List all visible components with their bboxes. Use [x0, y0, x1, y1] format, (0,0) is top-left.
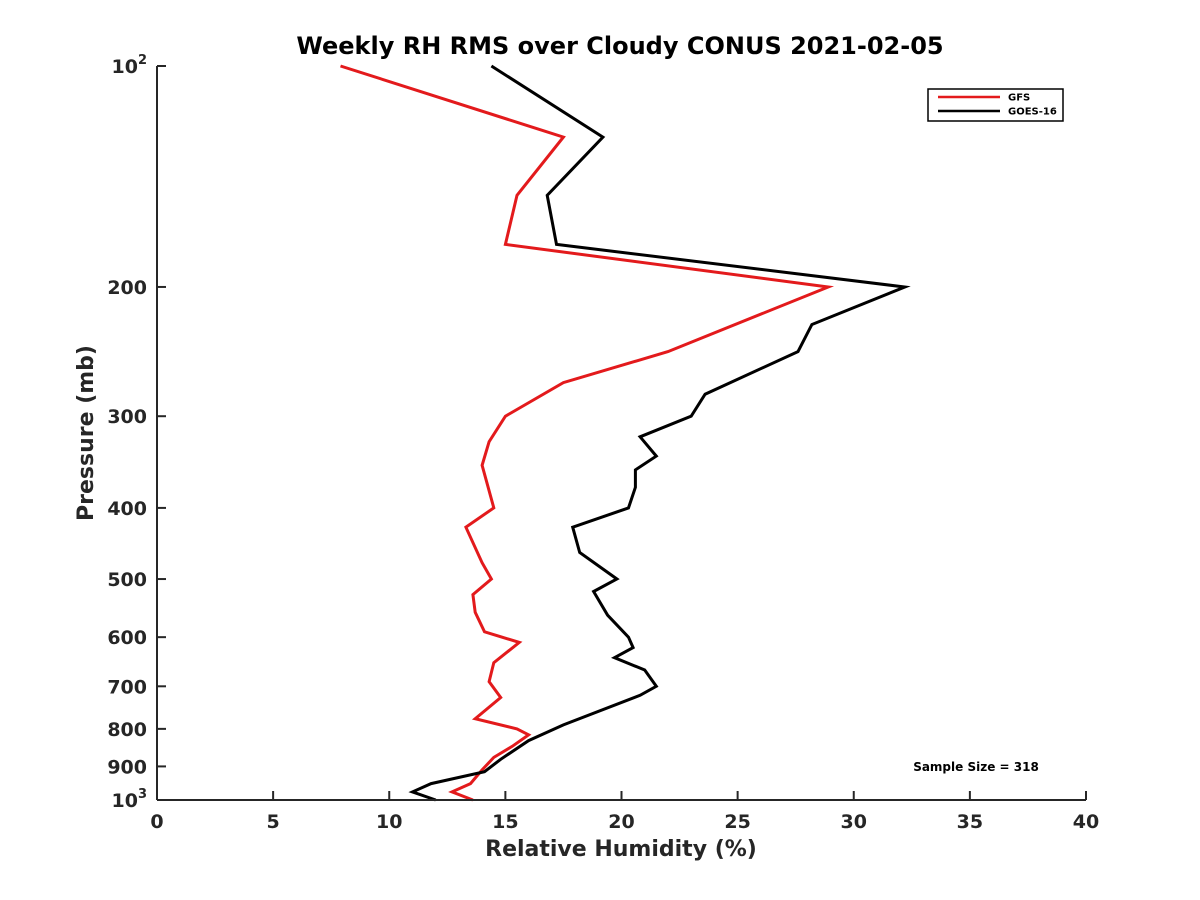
y-tick-label: 600: [107, 627, 147, 649]
legend-label-gfs: GFS: [1008, 93, 1030, 104]
y-tick-label: 200: [107, 277, 147, 299]
sample-size-annotation: Sample Size = 318: [913, 760, 1039, 774]
x-tick-label: 30: [841, 811, 867, 833]
y-tick-label: 102: [112, 53, 148, 78]
series-line-gfs: [340, 64, 835, 802]
x-tick-label: 10: [376, 811, 402, 833]
x-tick-label: 40: [1073, 811, 1099, 833]
y-tick-label: 400: [107, 498, 147, 520]
x-tick-label: 20: [608, 811, 634, 833]
legend-label-goes-16: GOES-16: [1008, 107, 1057, 118]
legend: GFS GOES-16: [927, 88, 1064, 122]
y-tick-label: 103: [112, 787, 148, 812]
x-axis-label: Relative Humidity (%): [485, 837, 757, 862]
x-tick-label: 15: [492, 811, 518, 833]
x-tick-label: 35: [957, 811, 983, 833]
legend-entries: GFS GOES-16: [938, 93, 1057, 118]
y-tick-label: 500: [107, 569, 147, 591]
plot-area: 0 5 10 15 20 25 30 35 40 102 200 300 400 500 600 700 80…: [107, 53, 1099, 833]
y-tick-label: 300: [107, 406, 147, 428]
y-tick-label: 900: [107, 756, 147, 778]
x-tick-label: 0: [150, 811, 163, 833]
x-tick-label: 5: [267, 811, 280, 833]
series-line-goes-16: [408, 64, 911, 802]
legend-box: [927, 88, 1064, 122]
chart-title: Weekly RH RMS over Cloudy CONUS 2021-02-…: [296, 32, 943, 60]
y-ticks: 102 200 300 400 500 600 700 800 900 103: [107, 53, 166, 812]
y-tick-label: 700: [107, 676, 147, 698]
series-layer: [340, 64, 911, 802]
x-tick-label: 25: [724, 811, 750, 833]
y-tick-label: 800: [107, 719, 147, 741]
y-axis-label: Pressure (mb): [74, 345, 99, 521]
x-ticks: 0 5 10 15 20 25 30 35 40: [150, 791, 1099, 833]
